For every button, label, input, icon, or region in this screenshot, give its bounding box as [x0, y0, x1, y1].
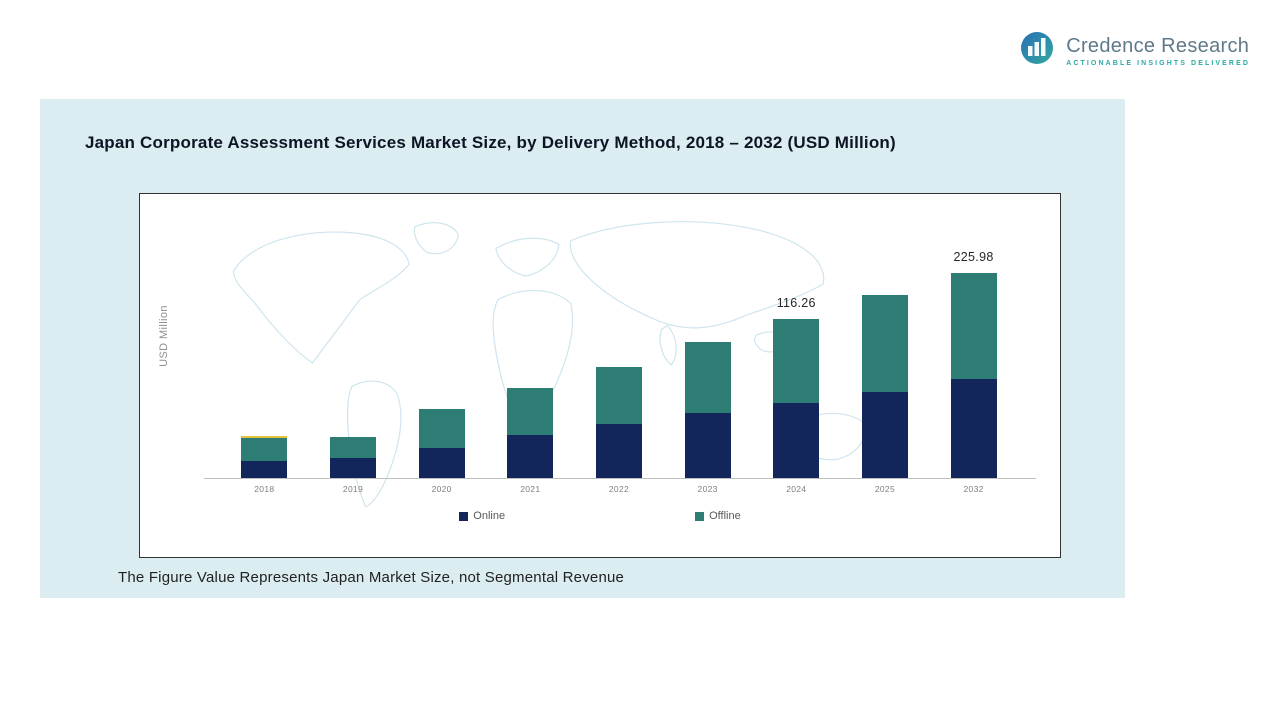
- bar-segment-online: [773, 403, 820, 478]
- bar-group-2023: [684, 194, 731, 478]
- bar-segment-online: [684, 413, 731, 478]
- bar-chart-circle-logo-icon: [1017, 28, 1057, 73]
- chart-title: Japan Corporate Assessment Services Mark…: [85, 133, 896, 152]
- x-axis-label: 2023: [697, 484, 718, 494]
- x-axis-label: 2020: [431, 484, 452, 494]
- bar-segment-offline: [861, 295, 908, 393]
- bar-segment-online: [507, 435, 554, 478]
- y-axis-label: USD Million: [158, 304, 171, 367]
- x-axis-label: 2024: [786, 484, 807, 494]
- legend-marker-icon: [459, 511, 469, 521]
- legend-item-offline: Offline: [695, 510, 741, 522]
- brand-tagline: Actionable Insights Delivered: [1066, 59, 1250, 67]
- bar-group-2018: [241, 194, 288, 478]
- bar-value-label: 225.98: [953, 250, 994, 265]
- legend: Online Offline: [140, 510, 1060, 522]
- bar-segment-offline: [950, 273, 997, 380]
- y-axis-label-wrap: USD Million: [142, 224, 186, 447]
- legend-label: Online: [473, 510, 506, 522]
- legend-item-online: Online: [459, 510, 505, 522]
- bar-segment-online: [241, 461, 288, 478]
- x-axis-label: 2021: [520, 484, 541, 494]
- bar-group-2022: [595, 194, 642, 478]
- bar-group-2032: 225.98: [950, 194, 997, 478]
- bar-segment-online: [861, 392, 908, 478]
- chart-footnote: The Figure Value Represents Japan Market…: [118, 569, 625, 586]
- x-axis-labels: 2018 2019 2020 2021 2022 2023 2024 2025 2032: [220, 484, 1018, 494]
- bar-segment-online: [418, 448, 465, 478]
- bar-segment-offline: [773, 319, 820, 404]
- bar-segment-online: [595, 424, 642, 478]
- bar-segment-offline: [684, 342, 731, 414]
- x-axis-label: 2022: [608, 484, 629, 494]
- bar-value-label: 116.26: [776, 296, 816, 311]
- bar-group-2020: [418, 194, 465, 478]
- bar-segment-offline: [418, 409, 465, 449]
- bar-segment-offline: [329, 437, 376, 459]
- report-panel: Japan Corporate Assessment Services Mark…: [40, 99, 1125, 598]
- legend-label: Offline: [709, 510, 741, 522]
- plot-area: 116.26 225.98: [220, 194, 1018, 478]
- bar-segment-offline: [507, 388, 554, 436]
- bar-segment-online: [329, 458, 376, 478]
- bar-group-2024: 116.26: [773, 194, 820, 478]
- brand-name: Credence Research: [1066, 34, 1250, 57]
- bar-segment-online: [950, 379, 997, 478]
- bar-group-2019: [329, 194, 376, 478]
- x-axis-label: 2018: [254, 484, 275, 494]
- x-axis-line: [204, 478, 1036, 479]
- x-axis-label: 2025: [874, 484, 895, 494]
- legend-marker-icon: [695, 511, 705, 521]
- bar-cap-stripe: [241, 436, 288, 439]
- bar-group-2025: [861, 194, 908, 478]
- bar-segment-offline: [241, 438, 288, 462]
- bar-group-2021: [507, 194, 554, 478]
- x-axis-label: 2032: [963, 484, 984, 494]
- bar-segment-offline: [595, 367, 642, 425]
- chart-area: USD Million 116.26 225.98 2018 2019 2020 202…: [139, 193, 1061, 558]
- credence-research-logo: Credence Research Actionable Insights De…: [1017, 28, 1250, 73]
- x-axis-label: 2019: [342, 484, 364, 494]
